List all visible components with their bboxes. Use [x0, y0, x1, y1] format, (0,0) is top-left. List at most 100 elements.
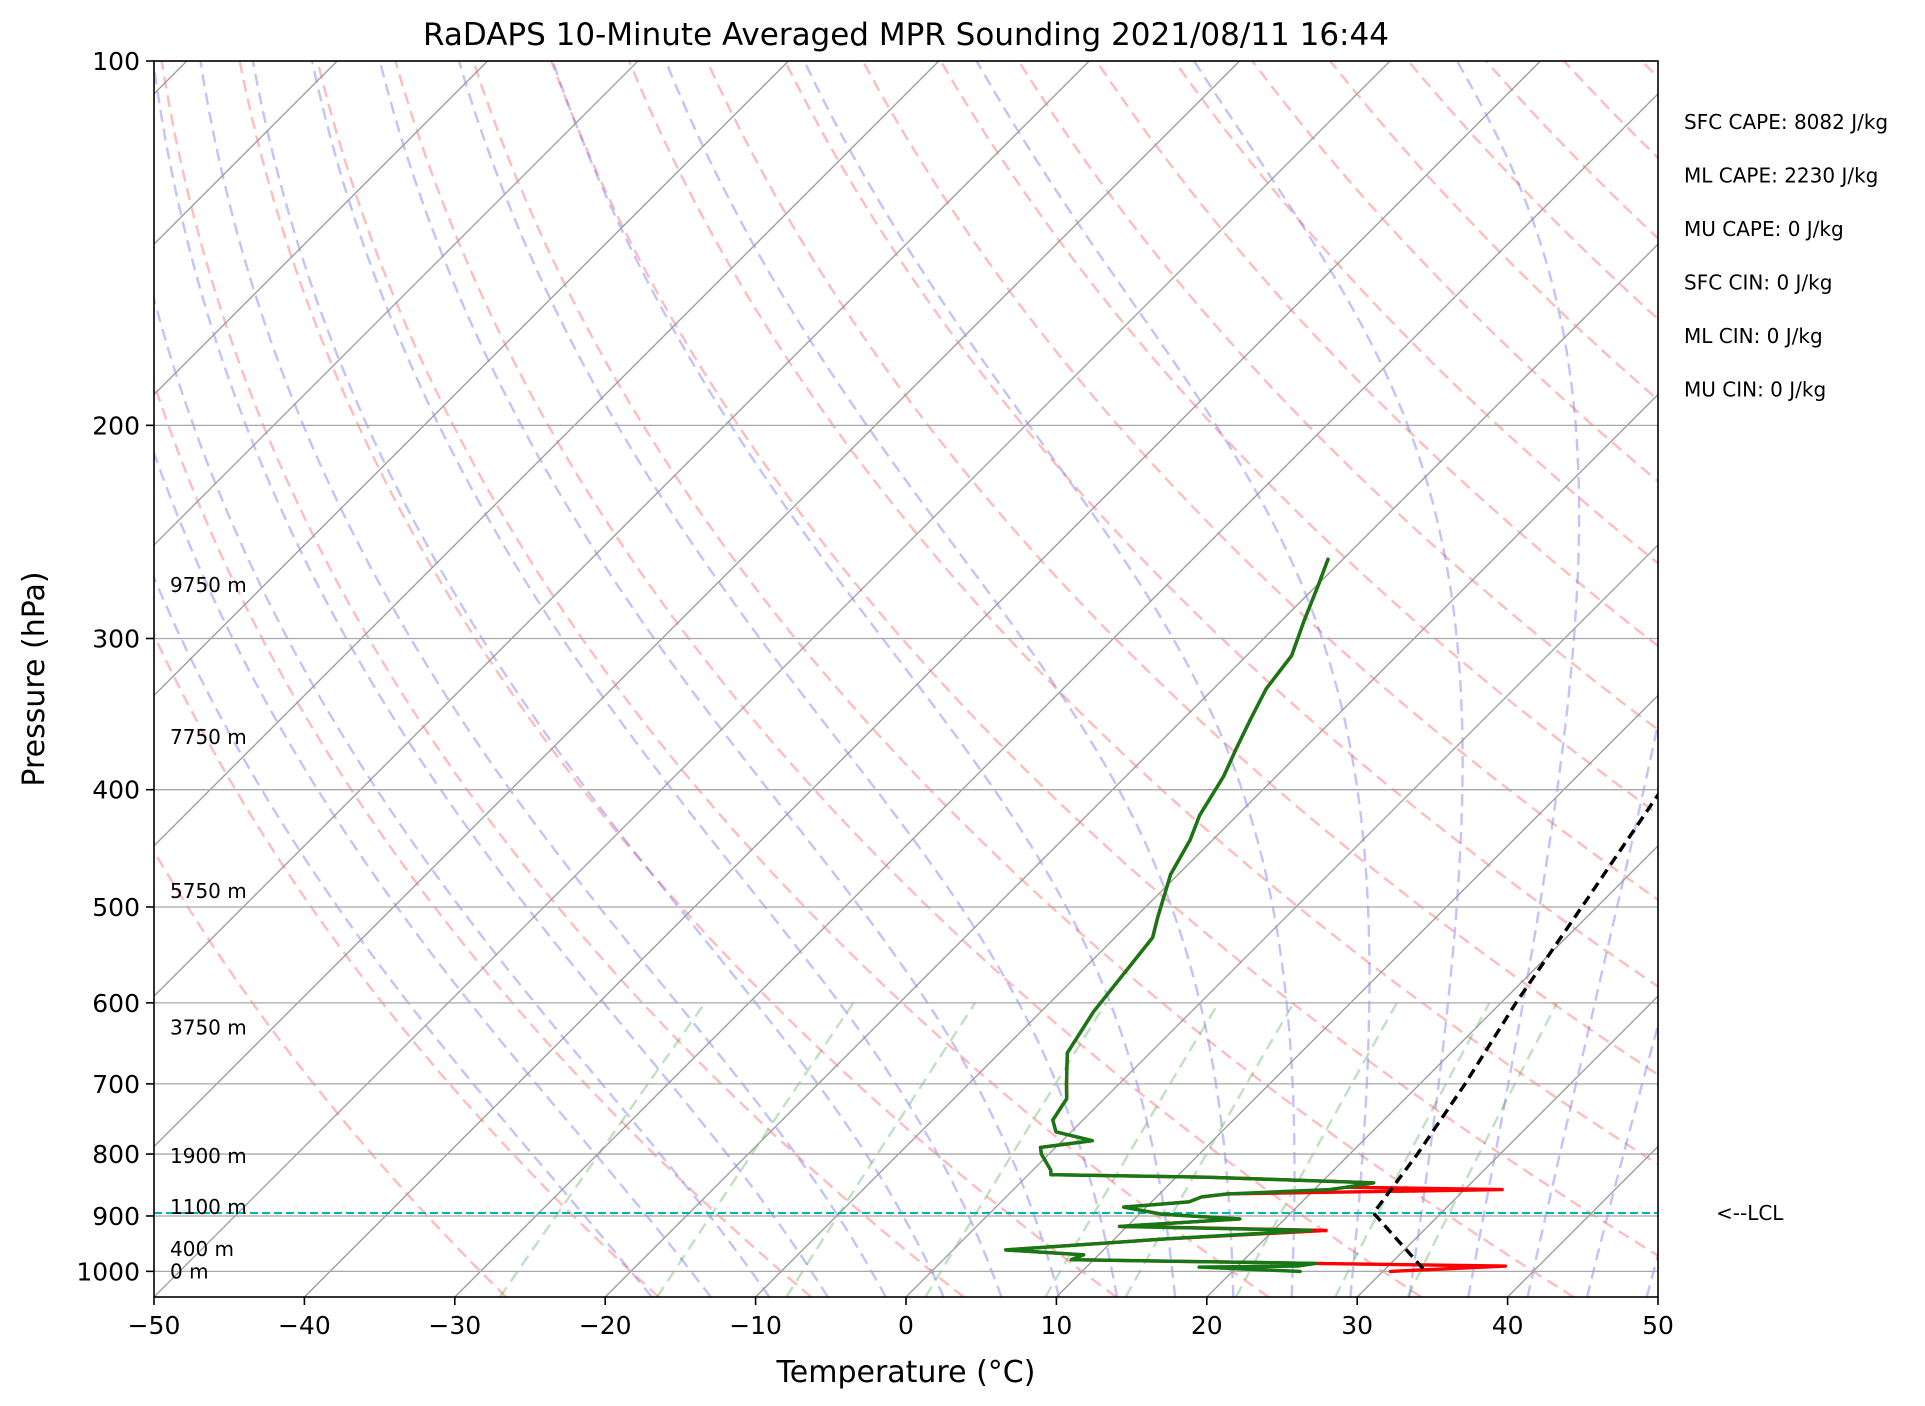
parameter-line: SFC CIN: 0 J/kg: [1684, 271, 1832, 295]
height-label: 7750 m: [170, 725, 247, 749]
dry-adiabat: [627, 61, 1658, 1166]
moist-adiabat: [310, 61, 1003, 1297]
x-axis-ticks: −50 −40 −30 −20 −10 0 10 20 30 40 50: [128, 1297, 1674, 1340]
isotherm: [154, 61, 1391, 1297]
height-label: 5750 m: [170, 879, 247, 903]
temperature-trace: [1004, 557, 1508, 1274]
parameter-line: ML CIN: 0 J/kg: [1684, 324, 1823, 348]
mixing-ratio-line: [1234, 1002, 1398, 1297]
dry-adiabat: [939, 61, 1658, 816]
isotherm: [154, 61, 639, 546]
isotherm: [1356, 995, 1658, 1297]
isotherm: [154, 61, 940, 847]
parameter-line: MU CIN: 0 J/kg: [1684, 378, 1826, 402]
height-label: 0 m: [170, 1259, 209, 1283]
moist-adiabat: [975, 61, 1371, 1297]
x-tick-label: −30: [428, 1311, 481, 1340]
moist-adiabats: [154, 61, 1658, 1297]
moist-adiabat: [1585, 1020, 1658, 1297]
dry-adiabat: [1485, 61, 1658, 240]
dewpoint-trace: [1004, 557, 1376, 1274]
parameter-line: SFC CAPE: 8082 J/kg: [1684, 110, 1888, 134]
mixing-ratio-line: [1406, 1002, 1559, 1297]
parameter-line: ML CAPE: 2230 J/kg: [1684, 164, 1878, 188]
moist-adiabat: [154, 61, 829, 1297]
height-label: 1900 m: [170, 1144, 247, 1168]
dry-adiabat: [1876, 61, 1925, 1297]
y-tick-label: 800: [92, 1140, 140, 1169]
isotherms: [154, 61, 1658, 1297]
isotherm: [604, 243, 1658, 1297]
moist-adiabat: [154, 574, 653, 1297]
dry-adiabat: [1798, 61, 1925, 1297]
y-tick-label: 500: [92, 893, 140, 922]
moist-adiabat: [803, 61, 1296, 1297]
dry-adiabat: [154, 379, 812, 1297]
height-label: 3750 m: [170, 1016, 247, 1040]
isotherm: [1206, 844, 1658, 1297]
isotherm: [1055, 694, 1658, 1297]
height-label: 9750 m: [170, 573, 247, 597]
isotherm: [905, 544, 1658, 1297]
mixing-ratio-line: [498, 1002, 706, 1297]
dry-adiabat: [394, 61, 1422, 1297]
y-tick-label: 200: [92, 411, 140, 440]
dry-adiabats: [154, 61, 1925, 1297]
isotherm: [154, 61, 1090, 998]
dry-adiabat: [550, 61, 1658, 1258]
y-axis-ticks: 100 200 300 400 500 600 700 800 900 1000: [76, 47, 154, 1286]
dry-adiabat: [1095, 61, 1658, 648]
dry-adiabat: [861, 61, 1658, 902]
dry-adiabat: [1329, 61, 1658, 402]
y-tick-label: 600: [92, 989, 140, 1018]
moist-adiabat: [1455, 61, 1581, 1297]
isobars: [154, 61, 1658, 1273]
moist-adiabat: [154, 449, 712, 1297]
x-tick-label: 50: [1642, 1311, 1674, 1340]
y-axis-label: Pressure (hPa): [17, 571, 52, 786]
moist-adiabat: [457, 61, 1119, 1297]
moist-adiabat: [251, 61, 945, 1297]
dry-adiabat: [705, 61, 1658, 1077]
isotherm: [154, 61, 1241, 1148]
isotherm: [154, 61, 489, 396]
x-tick-label: −40: [278, 1311, 331, 1340]
x-tick-label: 20: [1191, 1311, 1223, 1340]
moist-adiabat: [664, 61, 1235, 1297]
height-label: 1100 m: [170, 1195, 247, 1219]
dry-adiabat: [1720, 61, 1925, 1297]
lcl-label: <--LCL: [1716, 1201, 1784, 1225]
dry-adiabat: [1640, 61, 1658, 80]
parameter-line: MU CAPE: 0 J/kg: [1684, 217, 1844, 241]
height-labels: 9750 m 7750 m 5750 m 3750 m 1900 m 1100 m 400 …: [170, 573, 247, 1283]
x-tick-label: −20: [579, 1311, 632, 1340]
x-tick-label: −50: [128, 1311, 181, 1340]
moist-adiabat: [378, 61, 1061, 1297]
y-tick-label: 100: [92, 47, 140, 76]
dry-adiabat: [1173, 61, 1658, 565]
isotherm: [454, 92, 1658, 1297]
isotherm: [1657, 1296, 1658, 1297]
dry-adiabat: [316, 61, 1270, 1297]
moist-adiabat: [1192, 61, 1464, 1297]
mixing-ratio-line: [785, 1002, 977, 1297]
y-tick-label: 300: [92, 624, 140, 653]
dry-adiabat: [1563, 61, 1658, 160]
isotherm: [755, 393, 1658, 1297]
dry-adiabat: [1251, 61, 1658, 483]
isotherm: [154, 61, 789, 697]
dry-adiabat: [1017, 61, 1658, 732]
dry-adiabat: [783, 61, 1658, 989]
x-tick-label: 0: [898, 1311, 914, 1340]
dry-adiabat: [154, 848, 507, 1297]
dry-adiabat: [1407, 61, 1658, 321]
y-tick-label: 900: [92, 1202, 140, 1231]
mixing-ratio-line: [1044, 1002, 1220, 1297]
mixing-ratio-line: [1124, 1002, 1295, 1297]
x-tick-label: 30: [1341, 1311, 1373, 1340]
dry-adiabat: [472, 61, 1575, 1297]
moist-adiabat: [551, 61, 1177, 1297]
isotherm: [303, 61, 1541, 1297]
moist-adiabat: [199, 61, 887, 1297]
